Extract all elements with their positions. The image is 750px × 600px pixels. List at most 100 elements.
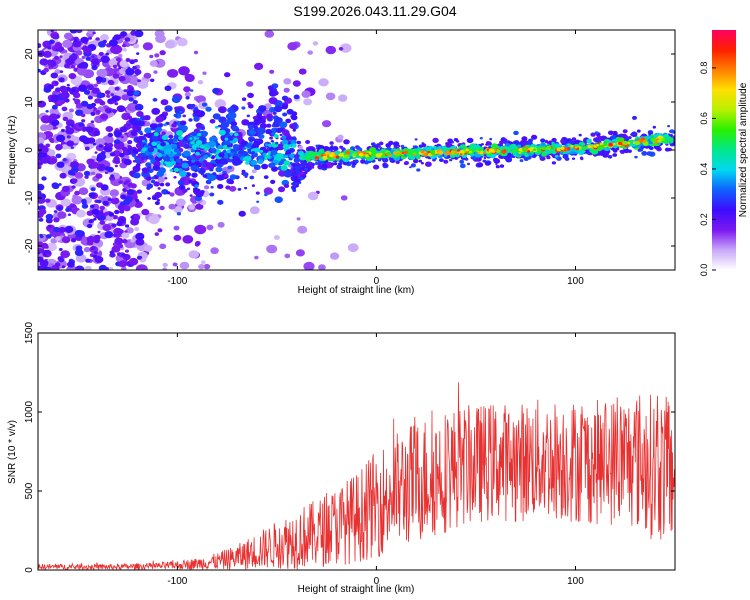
heatmap-cell bbox=[171, 123, 177, 128]
heatmap-cell bbox=[223, 154, 229, 159]
heatmap-cell bbox=[189, 155, 194, 159]
heatmap-cell bbox=[544, 140, 549, 144]
heatmap-cell bbox=[293, 178, 299, 183]
heatmap-cell bbox=[94, 256, 104, 263]
heatmap-cell bbox=[217, 184, 224, 189]
heatmap-cell bbox=[269, 69, 275, 74]
heatmap-cell bbox=[71, 65, 76, 69]
heatmap-cell bbox=[84, 265, 92, 270]
heatmap-cell bbox=[70, 238, 77, 243]
heatmap-cell bbox=[253, 127, 259, 132]
snr-series-line bbox=[38, 382, 675, 570]
heatmap-cell bbox=[133, 43, 140, 49]
heatmap-cell bbox=[162, 153, 167, 157]
heatmap-cell bbox=[636, 129, 641, 133]
heatmap-cell bbox=[126, 90, 135, 97]
heatmap-cell bbox=[59, 55, 63, 58]
heatmap-cell bbox=[620, 134, 626, 139]
heatmap-cell bbox=[90, 187, 96, 192]
heatmap-cell bbox=[109, 250, 115, 255]
heatmap-cell bbox=[116, 57, 122, 62]
heatmap-cell bbox=[307, 150, 315, 157]
heatmap-cell bbox=[218, 152, 225, 158]
heatmap-cell bbox=[268, 143, 273, 148]
heatmap-cell bbox=[597, 145, 604, 150]
heatmap-cell bbox=[554, 154, 559, 158]
heatmap-cell bbox=[96, 163, 106, 172]
heatmap-cell bbox=[88, 219, 93, 224]
heatmap-cell bbox=[147, 154, 154, 160]
heatmap-cell bbox=[292, 186, 296, 190]
heatmap-cell bbox=[201, 126, 206, 130]
heatmap-cell bbox=[136, 155, 140, 159]
snr-frame bbox=[37, 332, 676, 571]
heatmap-cell bbox=[94, 151, 98, 154]
heatmap-cell bbox=[518, 148, 523, 152]
heatmap-cell bbox=[78, 122, 84, 127]
heatmap-cell bbox=[517, 144, 522, 148]
heatmap-cell bbox=[281, 139, 289, 145]
heatmap-cell bbox=[266, 244, 278, 254]
heatmap-cell bbox=[510, 150, 516, 154]
heatmap-cell bbox=[167, 69, 179, 78]
heatmap-cell bbox=[202, 163, 206, 167]
heatmap-cell bbox=[112, 64, 118, 69]
heatmap-cell bbox=[171, 95, 181, 104]
heatmap-cell bbox=[74, 98, 81, 104]
heatmap-cell bbox=[179, 110, 183, 114]
heatmap-cell bbox=[265, 128, 272, 135]
heatmap-cell bbox=[546, 155, 551, 160]
heatmap-cell bbox=[271, 166, 278, 172]
heatmap-cell bbox=[38, 251, 41, 255]
heatmap-cell bbox=[265, 143, 269, 147]
heatmap-cell bbox=[551, 141, 555, 145]
heatmap-cell bbox=[208, 140, 217, 148]
heatmap-cell bbox=[56, 161, 65, 168]
heatmap-cell bbox=[73, 39, 77, 42]
heatmap-cell bbox=[293, 122, 298, 126]
heatmap-cell bbox=[147, 147, 155, 153]
heatmap-cell bbox=[159, 50, 166, 56]
heatmap-cell bbox=[130, 118, 139, 125]
heatmap-cell bbox=[39, 58, 49, 66]
heatmap-cell bbox=[156, 199, 161, 202]
heatmap-cell bbox=[283, 160, 290, 166]
heatmap-cell bbox=[395, 160, 400, 164]
heatmap-cell bbox=[204, 185, 210, 190]
heatmap-cell bbox=[68, 73, 77, 80]
heatmap-cell bbox=[125, 58, 131, 62]
heatmap-cell bbox=[134, 103, 144, 111]
heatmap-cell bbox=[335, 155, 340, 159]
heatmap-cell bbox=[269, 136, 273, 140]
heatmap-cell bbox=[637, 149, 642, 152]
heatmap-cell bbox=[180, 125, 188, 132]
heatmap-cell bbox=[378, 152, 383, 156]
heatmap-cell bbox=[45, 110, 49, 113]
heatmap-cell bbox=[245, 161, 250, 165]
heatmap-cell bbox=[79, 61, 89, 69]
heatmap-cell bbox=[261, 163, 269, 170]
heatmap-cell bbox=[74, 172, 84, 179]
heatmap-cell bbox=[193, 107, 199, 111]
heatmap-cell bbox=[198, 264, 205, 270]
heatmap-cell bbox=[237, 150, 244, 155]
heatmap-cell bbox=[161, 135, 169, 140]
heatmap-cell bbox=[168, 203, 176, 210]
heatmap-cell bbox=[121, 146, 128, 151]
heatmap-cell bbox=[303, 261, 315, 270]
heatmap-cell bbox=[334, 147, 339, 151]
heatmap-cell bbox=[501, 138, 505, 141]
heatmap-cell bbox=[466, 137, 474, 144]
heatmap-cell bbox=[62, 116, 69, 122]
heatmap-cell bbox=[642, 139, 647, 143]
heatmap-cell bbox=[116, 105, 126, 113]
heatmap-cell bbox=[652, 125, 656, 129]
heatmap-cell bbox=[291, 176, 295, 180]
spectrogram-x-ticks: -100 0 100 bbox=[167, 30, 584, 287]
heatmap-cell bbox=[519, 159, 524, 163]
heatmap-cell bbox=[541, 146, 546, 151]
heatmap-cell bbox=[154, 126, 162, 133]
heatmap-cell bbox=[132, 127, 138, 131]
heatmap-cell bbox=[168, 138, 174, 143]
